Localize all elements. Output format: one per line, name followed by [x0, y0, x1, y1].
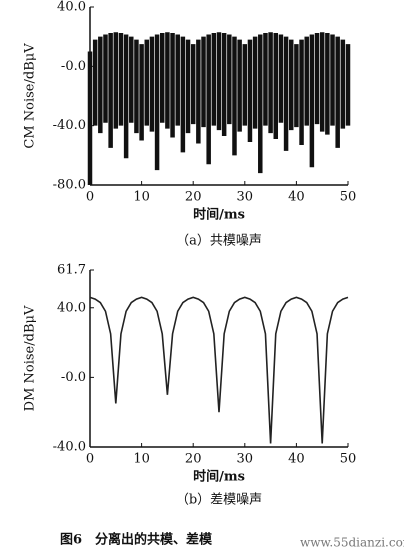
- y-tick-label: -40.0: [53, 118, 86, 133]
- y-axis-label: CM Noise/dBμV: [23, 43, 38, 149]
- x-tick-label: 20: [185, 190, 202, 205]
- y-tick-label: -80.0: [53, 178, 86, 193]
- chart-caption: （b）差模噪声: [176, 493, 262, 508]
- watermark: www.55dianzi.com: [300, 536, 404, 550]
- chart-caption: （a）共模噪声: [176, 234, 262, 249]
- x-tick-label: 0: [86, 452, 94, 467]
- noise-line: [89, 296, 349, 444]
- y-tick-label: -40.0: [53, 440, 86, 455]
- y-tick-label: 40.0: [57, 300, 86, 315]
- x-tick-label: 10: [133, 190, 150, 205]
- x-tick-label: 30: [237, 452, 254, 467]
- x-tick-label: 50: [340, 452, 357, 467]
- x-axis-label: 时间/ms: [193, 207, 245, 223]
- x-tick-label: 0: [86, 190, 94, 205]
- y-tick-label: -0.0: [61, 370, 86, 385]
- x-tick-label: 40: [288, 452, 305, 467]
- x-tick-label: 10: [133, 452, 150, 467]
- y-axis-label: DM Noise/dBμV: [23, 305, 38, 411]
- y-tick-label: -0.0: [61, 59, 86, 74]
- x-tick-label: 50: [340, 190, 357, 205]
- x-axis-label: 时间/ms: [193, 469, 245, 485]
- x-tick-label: 20: [185, 452, 202, 467]
- x-tick-label: 30: [237, 190, 254, 205]
- x-tick-label: 40: [288, 190, 305, 205]
- y-tick-label: 40.0: [57, 0, 86, 15]
- y-tick-label: 61.7: [57, 263, 86, 278]
- figure-caption: 图6 分离出的共模、差模: [60, 532, 213, 548]
